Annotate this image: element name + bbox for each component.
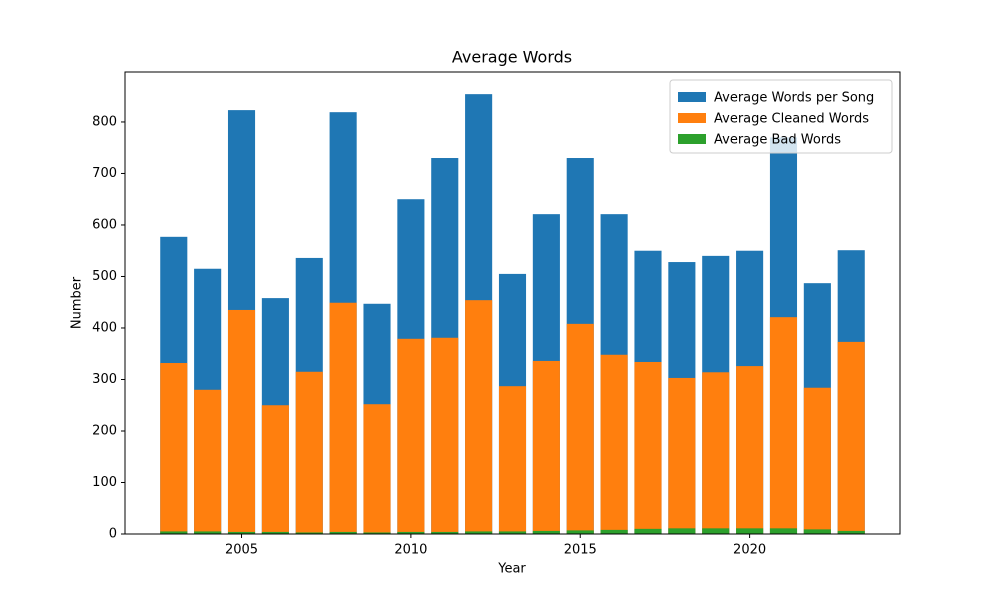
bar [803, 387, 831, 534]
y-tick-label: 200 [92, 423, 117, 438]
y-tick-label: 600 [92, 217, 117, 232]
bar [736, 366, 764, 534]
bar [261, 405, 289, 534]
y-tick-label: 100 [92, 475, 117, 490]
bar [634, 361, 662, 534]
bar [532, 530, 560, 534]
bar [227, 531, 256, 534]
y-tick-label: 0 [109, 527, 117, 542]
y-tick-label: 800 [92, 114, 117, 129]
bar [837, 530, 865, 534]
bar [769, 317, 798, 534]
bar [431, 531, 459, 534]
y-tick-label: 300 [92, 372, 117, 387]
legend: Average Words per Song Average Cleaned Wo… [669, 79, 893, 154]
chart-title: Average Words [452, 48, 572, 67]
bar [329, 531, 357, 534]
bar [194, 389, 222, 534]
bar [668, 377, 696, 534]
y-tick-label: 500 [92, 269, 117, 284]
y-axis-label: Number [70, 276, 85, 329]
bar [397, 338, 425, 534]
legend-label: Average Cleaned Words [714, 112, 869, 127]
bar [295, 532, 323, 534]
legend-swatch [678, 134, 706, 144]
bar [363, 532, 391, 534]
bar [736, 528, 764, 534]
legend-swatch [678, 113, 706, 123]
y-tick-label: 400 [92, 320, 117, 335]
bar [397, 531, 425, 534]
bar [295, 371, 323, 534]
x-tick-label: 2010 [394, 543, 427, 558]
bar [329, 302, 357, 534]
x-tick-label: 2020 [733, 543, 766, 558]
legend-label: Average Bad Words [714, 133, 841, 148]
bar [465, 531, 493, 534]
bar [465, 300, 493, 534]
bar [837, 341, 865, 534]
legend-swatch [678, 92, 706, 102]
bar [600, 354, 628, 534]
bar [566, 323, 594, 534]
bar [261, 531, 289, 534]
bar [803, 529, 831, 534]
legend-box [669, 79, 893, 154]
plot-frame [124, 71, 901, 535]
bar [498, 386, 527, 534]
y-tick-label: 700 [92, 166, 117, 181]
bar [668, 528, 696, 534]
bar [566, 530, 594, 534]
bar [702, 528, 730, 534]
bar [227, 309, 256, 534]
x-tick-label: 2015 [564, 543, 597, 558]
bar [532, 360, 560, 534]
bar [769, 528, 798, 534]
bar [634, 528, 662, 534]
bar [160, 363, 188, 534]
bar [160, 531, 188, 534]
x-tick-label: 2005 [225, 543, 258, 558]
bar [498, 531, 527, 534]
bar [194, 531, 222, 534]
bar [363, 404, 391, 534]
legend-label: Average Words per Song [714, 91, 874, 106]
bar [431, 337, 459, 534]
bar [702, 372, 730, 534]
x-axis-label: Year [497, 562, 526, 577]
bar [600, 529, 628, 534]
